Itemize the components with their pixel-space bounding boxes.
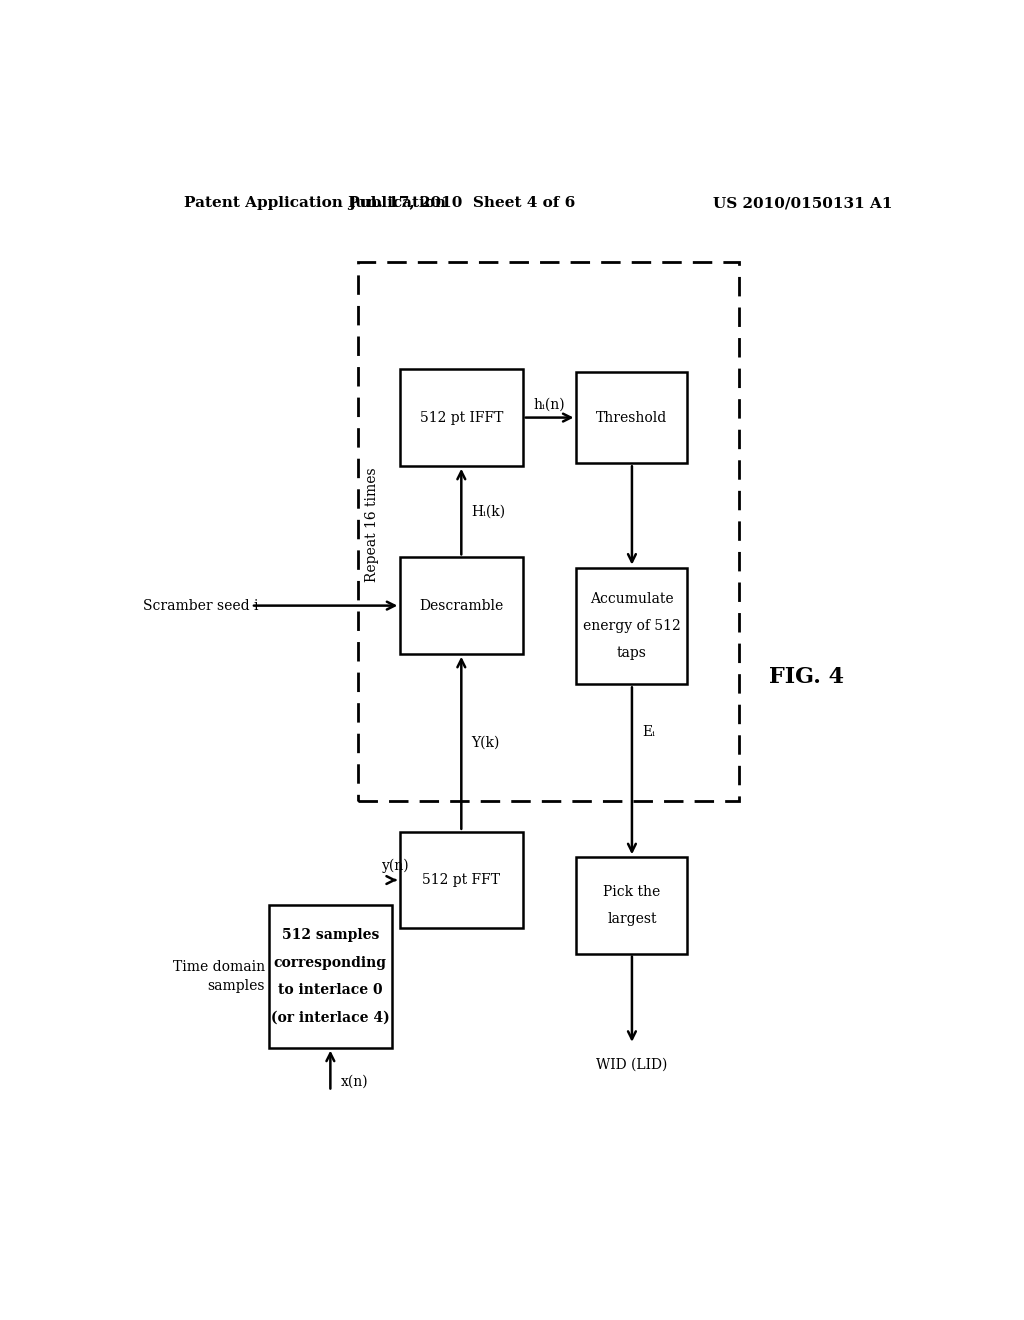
Text: US 2010/0150131 A1: US 2010/0150131 A1 <box>713 197 892 210</box>
Text: WID (LID): WID (LID) <box>596 1059 668 1072</box>
Text: Eᵢ: Eᵢ <box>642 726 655 739</box>
Text: taps: taps <box>617 647 647 660</box>
Text: hᵢ(n): hᵢ(n) <box>534 397 565 412</box>
Text: Time domain
samples: Time domain samples <box>173 960 265 994</box>
Text: y(n): y(n) <box>382 858 410 873</box>
Text: x(n): x(n) <box>341 1074 369 1088</box>
Text: Scramber seed i: Scramber seed i <box>143 598 259 612</box>
Text: to interlace 0: to interlace 0 <box>279 983 383 998</box>
Text: 512 pt FFT: 512 pt FFT <box>422 873 501 887</box>
Text: 512 pt IFFT: 512 pt IFFT <box>420 411 503 425</box>
Text: (or interlace 4): (or interlace 4) <box>271 1011 390 1024</box>
Bar <box>577 568 687 684</box>
Text: Patent Application Publication: Patent Application Publication <box>183 197 445 210</box>
Text: Threshold: Threshold <box>596 411 668 425</box>
Text: 512 samples: 512 samples <box>282 928 379 942</box>
Bar <box>399 370 523 466</box>
Text: energy of 512: energy of 512 <box>583 619 681 634</box>
Text: Descramble: Descramble <box>419 598 504 612</box>
Text: largest: largest <box>607 912 656 927</box>
Bar <box>399 557 523 653</box>
Bar <box>399 832 523 928</box>
Bar <box>577 857 687 954</box>
Text: Hᵢ(k): Hᵢ(k) <box>472 504 506 519</box>
Bar <box>358 263 739 801</box>
Bar <box>269 906 392 1048</box>
Text: Y(k): Y(k) <box>472 735 500 750</box>
Bar <box>577 372 687 463</box>
Text: Pick the: Pick the <box>603 884 660 899</box>
Text: Accumulate: Accumulate <box>590 591 674 606</box>
Text: corresponding: corresponding <box>273 956 387 970</box>
Text: FIG. 4: FIG. 4 <box>769 665 844 688</box>
Text: Jun. 17, 2010  Sheet 4 of 6: Jun. 17, 2010 Sheet 4 of 6 <box>348 197 574 210</box>
Text: Repeat 16 times: Repeat 16 times <box>366 467 380 582</box>
